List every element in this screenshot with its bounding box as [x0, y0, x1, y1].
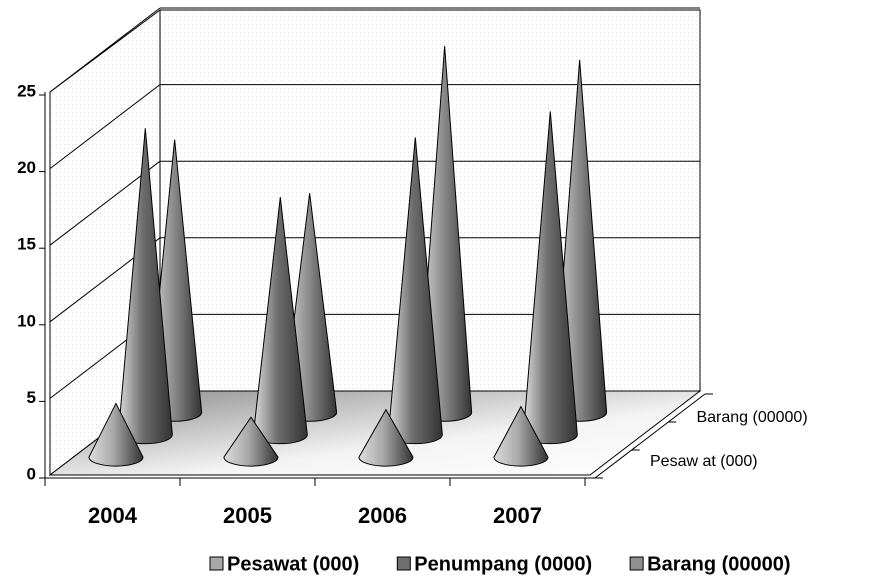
grid-line: [49, 84, 161, 169]
grid-line: [49, 7, 161, 93]
x-tick-label: 2007: [493, 503, 542, 528]
y-tick-label: 5: [27, 388, 36, 407]
legend-label: Pesawat (000): [227, 553, 359, 575]
legend-swatch: [396, 556, 411, 571]
y-tick-label: 25: [17, 81, 36, 100]
x-tick-label: 2004: [88, 503, 138, 528]
cone: [88, 402, 144, 467]
cone: [493, 405, 549, 467]
y-tick-label: 20: [17, 158, 36, 177]
x-tick-label: 2006: [358, 503, 407, 528]
y-tick-label: 15: [17, 235, 36, 254]
x-tick-label: 2005: [223, 503, 272, 528]
y-tick-label: 0: [27, 464, 36, 483]
legend-swatch: [629, 556, 644, 571]
legend-swatch: [209, 556, 224, 571]
y-tick-label: 10: [17, 311, 36, 330]
cone: [223, 416, 279, 467]
legend-label: Barang (00000): [647, 553, 790, 575]
depth-label: Pesaw at (000): [650, 453, 758, 470]
cone: [358, 408, 414, 467]
depth-label: Barang (00000): [696, 409, 807, 426]
legend-label: Penumpang (0000): [414, 553, 592, 575]
depth-axis: [594, 393, 706, 479]
